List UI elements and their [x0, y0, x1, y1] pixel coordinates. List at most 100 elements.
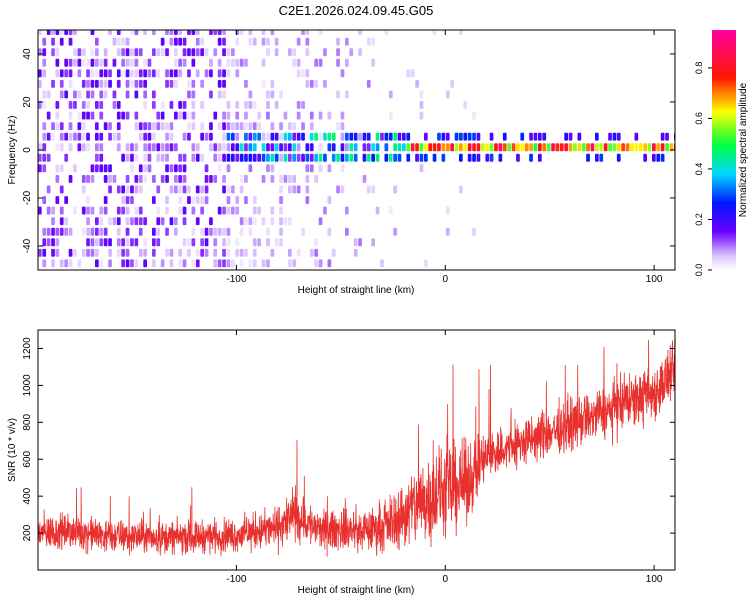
heatmap-cell — [42, 238, 47, 247]
heatmap-cell — [336, 90, 340, 99]
heatmap-cell — [270, 122, 275, 131]
heatmap-cell — [213, 143, 218, 152]
heatmap-cell — [125, 217, 130, 226]
heatmap-cell — [42, 164, 47, 173]
heatmap-cell — [555, 143, 560, 152]
heatmap-cell — [130, 259, 134, 268]
heatmap-cell — [134, 90, 139, 99]
heatmap-cell — [538, 132, 542, 141]
y-tick-label: 200 — [22, 524, 33, 541]
heatmap-cell — [244, 153, 248, 162]
x-tick-label: -100 — [226, 574, 246, 585]
heatmap-cell — [152, 101, 156, 109]
heatmap-cell — [134, 238, 139, 247]
heatmap-cell — [152, 143, 156, 152]
snr-series-line — [38, 338, 675, 557]
heatmap-cell — [121, 206, 125, 215]
heatmap-cell — [99, 69, 104, 78]
heatmap-cell — [226, 248, 231, 257]
heatmap-cell — [169, 101, 174, 109]
heatmap-cell — [292, 259, 297, 268]
y-tick-label: 40 — [22, 48, 33, 60]
heatmap-cell — [156, 122, 161, 131]
heatmap-cell — [121, 48, 125, 57]
heatmap-cell — [327, 196, 332, 204]
heatmap-cell — [279, 143, 283, 152]
heatmap-cell — [656, 153, 661, 162]
heatmap-cell — [419, 143, 424, 152]
heatmap-cell — [156, 238, 161, 247]
heatmap-cell — [51, 79, 55, 88]
heatmap-cell — [134, 175, 139, 183]
heatmap-cell — [292, 132, 297, 141]
heatmap-cell — [331, 143, 336, 152]
snr-frame — [37, 329, 676, 571]
heatmap-cell — [314, 259, 318, 268]
heatmap-cell — [187, 248, 191, 257]
heatmap-cell — [99, 238, 104, 247]
heatmap-cell — [116, 227, 121, 236]
heatmap-cell — [270, 175, 275, 183]
heatmap-cell — [169, 69, 174, 78]
snr-y-ticks: 200 400 600 800 1000 1200 — [22, 337, 675, 541]
heatmap-cell — [380, 132, 384, 141]
heatmap-cell — [283, 217, 288, 226]
heatmap-cell — [209, 90, 213, 99]
heatmap-cell — [103, 48, 108, 57]
heatmap-cell — [108, 248, 112, 257]
heatmap-cell — [55, 111, 60, 120]
heatmap-cell — [86, 238, 90, 247]
heatmap-cell — [112, 217, 117, 226]
heatmap-cell — [656, 143, 661, 152]
heatmap-cell — [77, 48, 82, 57]
heatmap-cell — [371, 143, 375, 152]
heatmap-cell — [599, 153, 604, 162]
heatmap-cell — [476, 132, 481, 141]
heatmap-cell — [222, 143, 226, 152]
heatmap-cell — [134, 153, 139, 162]
heatmap-cell — [279, 185, 283, 194]
heatmap-cell — [160, 153, 165, 162]
heatmap-cell — [116, 37, 121, 46]
heatmap-cell — [288, 48, 292, 57]
heatmap-cell — [353, 132, 358, 141]
heatmap-cell — [125, 238, 130, 247]
heatmap-cell — [371, 37, 375, 46]
heatmap-cell — [191, 206, 196, 215]
heatmap-cell — [353, 248, 358, 257]
heatmap-cell — [169, 132, 174, 141]
heatmap-cell — [152, 69, 156, 78]
heatmap-cell — [643, 153, 647, 162]
heatmap-cell — [235, 143, 240, 152]
colorbar-tick-label: 0.4 — [694, 163, 704, 176]
heatmap-cell — [125, 259, 130, 268]
heatmap-cell — [274, 153, 279, 162]
heatmap-cell — [99, 164, 104, 173]
heatmap-cell — [125, 69, 130, 78]
heatmap-cell — [476, 143, 481, 152]
heatmap-cell — [187, 132, 191, 141]
heatmap-cell — [665, 143, 669, 152]
heatmap-cell — [138, 132, 143, 141]
heatmap-cell — [169, 217, 174, 226]
heatmap-cell — [279, 196, 283, 204]
heatmap-cell — [125, 143, 130, 152]
heatmap-cell — [73, 90, 77, 99]
heatmap-cell — [358, 238, 362, 247]
heatmap-cell — [90, 164, 95, 173]
heatmap-cell — [235, 37, 240, 46]
heatmap-cell — [64, 30, 68, 35]
heatmap-cell — [288, 122, 292, 131]
heatmap-cell — [288, 185, 292, 194]
heatmap-cell — [42, 132, 47, 141]
heatmap-cell — [226, 164, 231, 173]
heatmap-cell — [375, 153, 380, 162]
heatmap-cell — [103, 238, 108, 247]
heatmap-cell — [68, 30, 73, 35]
heatmap-cell — [59, 185, 64, 194]
heatmap-cell — [213, 248, 218, 257]
heatmap-cell — [134, 185, 139, 194]
heatmap-cell — [252, 196, 257, 204]
heatmap-cell — [174, 30, 178, 35]
heatmap-cell — [147, 153, 152, 162]
